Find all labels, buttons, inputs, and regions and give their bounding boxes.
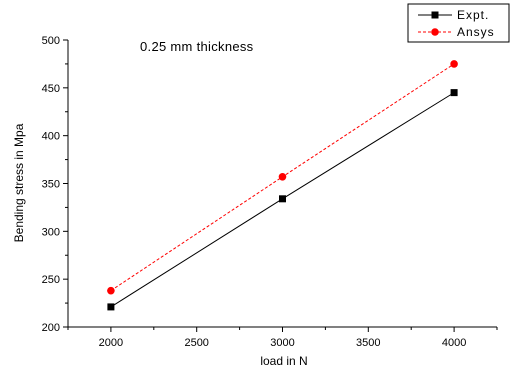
y-tick-label: 250 — [42, 274, 60, 286]
plot-series — [107, 60, 458, 311]
legend-box — [407, 3, 510, 43]
legend: Expt. Ansys — [407, 3, 510, 43]
y-tick-label: 300 — [42, 226, 60, 238]
legend-label-ansys: Ansys — [457, 25, 495, 39]
data-point — [450, 89, 458, 97]
x-tick-label: 2000 — [99, 337, 123, 349]
series-ansys — [107, 60, 458, 295]
chart-annotation: 0.25 mm thickness — [140, 39, 254, 54]
data-point — [107, 286, 115, 295]
series-expt — [107, 89, 458, 311]
x-tick-label: 4000 — [442, 337, 466, 349]
y-tick-label: 200 — [42, 322, 60, 334]
x-tick-label: 3500 — [356, 337, 380, 349]
data-point — [279, 195, 286, 203]
legend-marker-expt — [431, 11, 439, 19]
y-axis-title: Bending stress in Mpa — [12, 123, 26, 242]
y-tick-label: 450 — [42, 83, 60, 95]
y-tick-label: 350 — [42, 179, 60, 191]
x-tick-label: 3000 — [270, 337, 294, 349]
legend-label-expt: Expt. — [457, 8, 489, 22]
data-point — [450, 60, 458, 68]
data-point — [107, 303, 115, 311]
x-tick-label: 2500 — [184, 337, 208, 349]
legend-marker-ansys — [431, 28, 439, 36]
axes: 200 250 300 350 400 450 500 2000 2500 3000 3500 400… — [42, 35, 498, 349]
x-axis-title: load in N — [260, 354, 307, 368]
data-point — [278, 173, 287, 181]
y-tick-label: 500 — [42, 35, 60, 47]
y-tick-label: 400 — [42, 131, 60, 143]
